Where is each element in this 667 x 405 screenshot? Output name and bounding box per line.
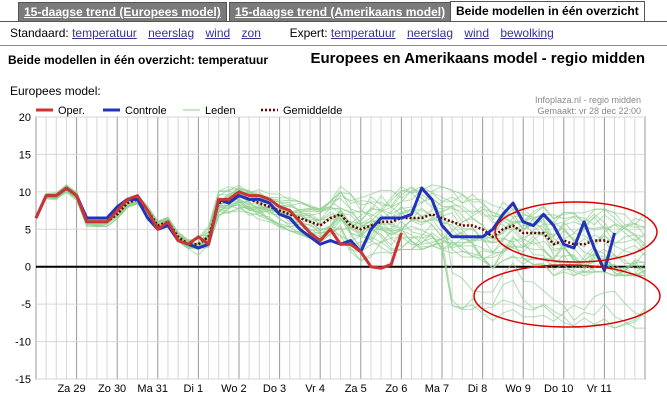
tab-european-model[interactable]: 15-daagse trend (Europees model) — [18, 2, 227, 22]
tab-divider — [0, 21, 667, 22]
nav-row: Standaard: temperatuur neerslag wind zon… — [10, 26, 562, 40]
tab-bar: 15-daagse trend (Europees model) 15-daag… — [0, 0, 667, 22]
series-line-gemiddelde — [34, 186, 615, 246]
series-line-controle — [34, 186, 616, 272]
x-tick-label: Za 29 — [57, 383, 85, 395]
x-tick-label: Vr 11 — [587, 383, 612, 395]
y-tick-label: 10 — [19, 187, 31, 199]
legend-label: Gemiddelde — [283, 105, 342, 117]
x-tick-label: Di 8 — [468, 383, 488, 395]
x-tick-label: Za 5 — [345, 383, 367, 395]
link-expert-temperatuur[interactable]: temperatuur — [330, 26, 396, 40]
annotation-ellipse-upper — [494, 201, 658, 263]
y-tick-label: -10 — [15, 337, 31, 349]
x-tick-label: Zo 6 — [385, 383, 407, 395]
credit-source: Infoplaza.nl - regio midden — [535, 95, 641, 105]
y-tick-label: -15 — [15, 374, 31, 386]
tab-both-models[interactable]: Beide modellen in één overzicht — [450, 1, 645, 22]
credit-generated: Gemaakt: vr 28 dec 22:00 — [537, 106, 641, 116]
x-tick-label: Di 1 — [184, 383, 204, 395]
legend-label: Controle — [125, 105, 167, 117]
x-tick-label: Ma 7 — [425, 383, 449, 395]
link-expert-bewolking[interactable]: bewolking — [500, 26, 554, 40]
x-tick-label: Do 3 — [263, 383, 286, 395]
model-label: Europees model: — [10, 84, 101, 98]
link-expert-neerslag[interactable]: neerslag — [406, 26, 453, 40]
x-tick-label: Ma 31 — [137, 383, 168, 395]
y-tick-label: 0 — [25, 262, 31, 274]
legend-label: Oper. — [58, 105, 85, 117]
y-tick-label: -5 — [21, 299, 31, 311]
series-line-leden-member — [35, 188, 645, 277]
x-tick-label: Wo 2 — [221, 383, 246, 395]
divider — [0, 45, 667, 46]
tab-american-model[interactable]: 15-daagse trend (Amerikaans model) — [229, 2, 452, 22]
link-standard-neerslag[interactable]: neerslag — [148, 26, 195, 40]
y-tick-label: 5 — [25, 224, 31, 236]
y-tick-label: 20 — [19, 112, 31, 124]
standard-label: Standaard: — [10, 26, 69, 40]
y-tick-label: 15 — [19, 149, 31, 161]
link-standard-zon[interactable]: zon — [241, 26, 261, 40]
link-standard-wind[interactable]: wind — [205, 26, 231, 40]
x-tick-label: Do 10 — [544, 383, 573, 395]
x-tick-label: Zo 30 — [98, 383, 126, 395]
x-tick-label: Wo 9 — [505, 383, 530, 395]
annotation-ellipse-lower — [473, 264, 661, 328]
page-subtitle: Beide modellen in één overzicht: tempera… — [8, 53, 269, 67]
region-title: Europees en Amerikaans model - regio mid… — [310, 50, 645, 67]
link-standard-temperatuur[interactable]: temperatuur — [72, 26, 137, 40]
legend-label: Leden — [205, 105, 236, 117]
series-line-oper — [34, 186, 403, 270]
link-expert-wind[interactable]: wind — [464, 26, 490, 40]
x-tick-label: Vr 4 — [305, 383, 325, 395]
expert-label: Expert: — [289, 26, 328, 40]
